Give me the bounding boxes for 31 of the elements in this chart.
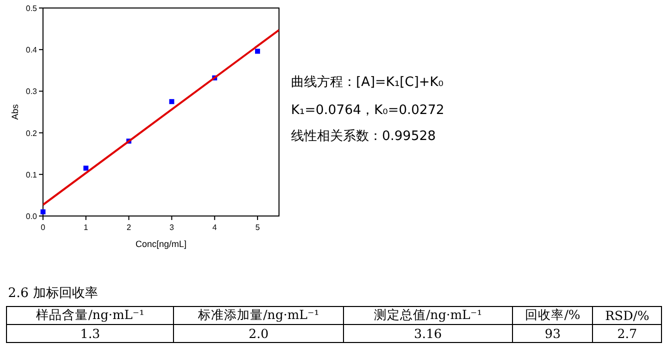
text: 2.6 加标回收率 <box>8 285 98 302</box>
y-tick-label: 0.0 <box>26 212 38 221</box>
point <box>169 99 174 104</box>
text: 测定总值/ng·mL⁻¹ <box>343 306 513 324</box>
x-axis-title: Conc[ng/mL] <box>135 239 187 249</box>
text: 回收率/% <box>512 306 593 324</box>
point <box>255 48 260 54</box>
x-tick-label: 0 <box>40 223 46 232</box>
text: 标准添加量/ng·mL⁻¹ <box>174 306 344 324</box>
y-tick-label: 0.2 <box>26 128 38 138</box>
y-axis-title: Abs <box>10 104 20 120</box>
text: 样品含量/ng·mL⁻¹ <box>6 306 174 324</box>
text: 曲线方程：[A]=K₁[C]+K₀ <box>291 74 444 91</box>
text: K₁=0.0764，K₀=0.0272 <box>291 102 444 119</box>
x-tick-label: 5 <box>255 223 260 232</box>
text: 线性相关系数：0.99528 <box>291 128 436 145</box>
text: 2.7 <box>592 324 662 342</box>
text: 2.0 <box>174 324 344 342</box>
y-tick-label: 0.3 <box>26 87 38 96</box>
text: 1.3 <box>6 324 174 342</box>
x-tick-label: 4 <box>212 223 218 232</box>
text: 93 <box>512 324 593 342</box>
text: RSD/% <box>592 306 662 324</box>
x-tick-label: 1 <box>84 223 89 232</box>
x-tick-label: 3 <box>170 223 174 232</box>
y-tick-label: 0.5 <box>26 4 38 13</box>
y-tick-label: 0.4 <box>26 46 38 55</box>
y-tick-label: 0.1 <box>26 170 38 180</box>
point <box>83 166 88 171</box>
x-tick-label: 2 <box>126 223 132 232</box>
text: 3.16 <box>343 324 513 342</box>
